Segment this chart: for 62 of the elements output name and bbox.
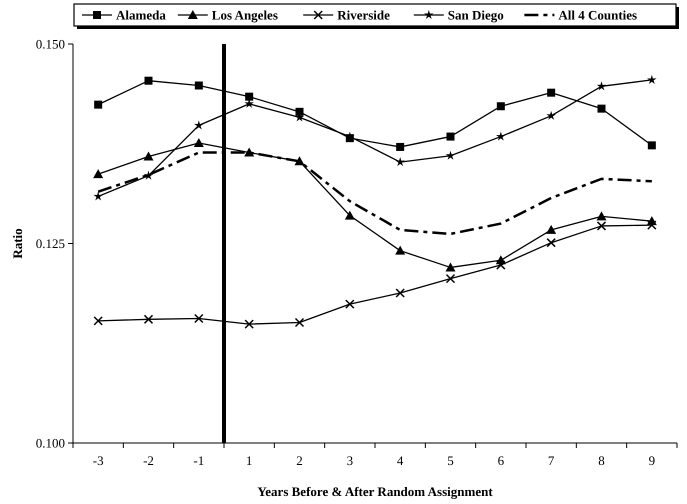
point: [345, 299, 355, 309]
x-tick-label: 4: [396, 453, 404, 468]
point: [546, 224, 556, 234]
point: [144, 170, 154, 180]
point: [94, 100, 102, 109]
y-axis-title: Ratio: [10, 228, 25, 259]
y-tick-label: 0.125: [36, 236, 65, 252]
x-axis-title: Years Before & After Random Assignment: [257, 484, 494, 499]
point: [344, 210, 355, 220]
point: [396, 142, 404, 151]
point: [93, 316, 103, 326]
x-tick-label: 5: [447, 453, 454, 468]
point: [446, 262, 456, 272]
x-tick-label: 7: [548, 453, 555, 468]
y-tick-label: 0.150: [36, 36, 65, 52]
point: [547, 88, 556, 97]
point: [395, 246, 406, 255]
x-tick-label: 9: [648, 453, 656, 468]
point: [596, 211, 606, 220]
point: [144, 314, 154, 324]
point: [496, 102, 505, 110]
point: [93, 191, 103, 200]
point: [294, 318, 304, 328]
point: [194, 138, 204, 147]
point: [596, 81, 606, 90]
point: [648, 141, 656, 150]
point: [144, 152, 154, 161]
point: [446, 132, 454, 141]
point: [93, 169, 104, 178]
legend-label: Alameda: [116, 8, 166, 23]
legend-label: Riverside: [337, 8, 390, 23]
x-tick-label: -1: [193, 453, 204, 468]
x-tick-label: 3: [346, 453, 354, 468]
x-tick-label: -3: [92, 453, 104, 468]
x-tick-label: -2: [143, 453, 154, 468]
point: [496, 260, 506, 270]
legend-label: All 4 Counties: [558, 8, 638, 23]
point: [446, 274, 456, 284]
point: [194, 81, 203, 90]
point: [598, 104, 606, 113]
point: [144, 76, 152, 85]
point: [244, 319, 254, 329]
point: [296, 108, 304, 116]
point: [194, 314, 204, 324]
point: [647, 74, 657, 84]
point: [395, 157, 405, 166]
point: [446, 150, 456, 160]
point: [194, 120, 204, 130]
x-tick-label: 8: [598, 453, 605, 468]
legend-label: San Diego: [448, 8, 504, 23]
point: [395, 288, 405, 298]
x-tick-label: 6: [498, 453, 505, 468]
legend-label: Los Angeles: [212, 8, 278, 23]
x-tick-label: 2: [296, 453, 303, 468]
point: [647, 220, 657, 230]
point: [546, 238, 556, 248]
point: [596, 221, 606, 231]
point: [546, 110, 556, 120]
x-tick-label: 1: [246, 453, 252, 468]
point: [245, 92, 254, 101]
y-tick-label: 0.100: [36, 436, 65, 451]
point: [496, 132, 506, 141]
